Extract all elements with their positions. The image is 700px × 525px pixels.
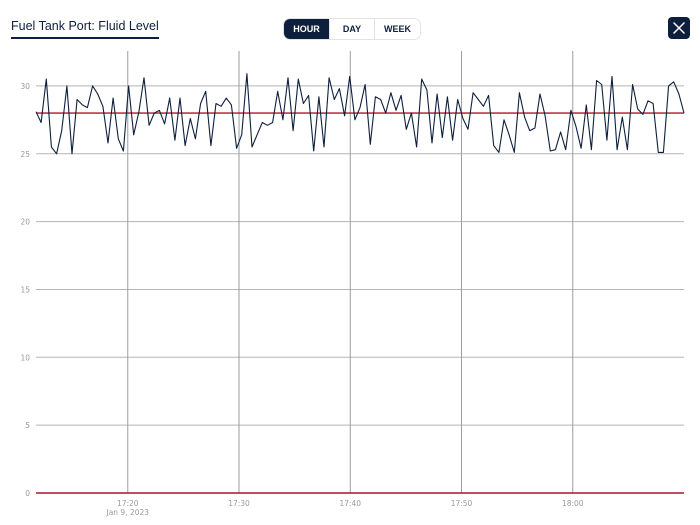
y-tick-label: 5 bbox=[25, 421, 30, 430]
y-tick-label: 10 bbox=[20, 353, 30, 362]
y-tick-label: 0 bbox=[25, 489, 30, 498]
x-tick-label: 17:50 bbox=[451, 499, 473, 508]
y-tick-label: 15 bbox=[20, 285, 30, 294]
y-axis-labels: 0 5 10 15 20 25 30 bbox=[20, 82, 30, 498]
y-tick-label: 20 bbox=[20, 218, 30, 227]
close-icon bbox=[673, 22, 685, 34]
tab-week[interactable]: WEEK bbox=[375, 19, 420, 39]
fluid-level-series-line bbox=[35, 73, 685, 155]
x-tick-label: 17:30 bbox=[228, 499, 250, 508]
x-tick-label: 17:40 bbox=[339, 499, 361, 508]
close-button[interactable] bbox=[668, 17, 690, 39]
tab-hour[interactable]: HOUR bbox=[284, 19, 330, 39]
time-range-selector: HOUR DAY WEEK bbox=[283, 18, 421, 40]
y-tick-label: 25 bbox=[20, 150, 30, 159]
x-tick-label: 17:20 bbox=[117, 499, 139, 508]
tab-day[interactable]: DAY bbox=[330, 19, 375, 39]
chart-title: Fuel Tank Port: Fluid Level bbox=[11, 19, 159, 39]
chart-grid bbox=[36, 51, 684, 493]
x-tick-date-label: Jan 9, 2023 bbox=[105, 508, 149, 517]
x-tick-label: 18:00 bbox=[562, 499, 584, 508]
y-tick-label: 30 bbox=[20, 82, 30, 91]
